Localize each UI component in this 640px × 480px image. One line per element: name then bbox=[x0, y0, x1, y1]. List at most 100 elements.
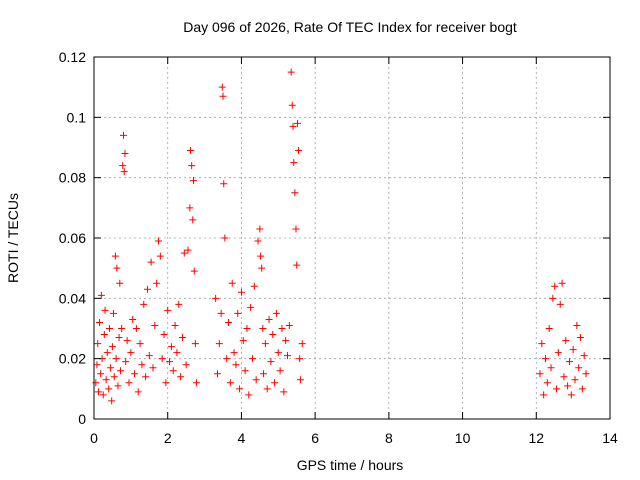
data-point bbox=[562, 337, 570, 345]
data-point bbox=[569, 346, 577, 354]
data-point bbox=[580, 352, 588, 360]
data-point bbox=[97, 370, 105, 378]
data-point bbox=[162, 379, 170, 387]
data-point bbox=[542, 355, 549, 363]
data-point bbox=[118, 325, 126, 332]
data-point bbox=[290, 159, 298, 167]
data-point bbox=[169, 367, 177, 375]
data-point bbox=[188, 162, 196, 170]
data-point bbox=[217, 309, 225, 317]
data-point bbox=[267, 358, 275, 366]
data-markers bbox=[92, 68, 590, 405]
data-point bbox=[288, 101, 296, 109]
y-tick-label: 0.08 bbox=[59, 170, 86, 186]
data-point bbox=[260, 370, 268, 378]
data-point bbox=[119, 131, 127, 139]
x-axis-title: GPS time / hours bbox=[297, 457, 404, 473]
data-point bbox=[276, 367, 284, 375]
data-point bbox=[101, 306, 109, 314]
data-point bbox=[119, 162, 127, 170]
data-point bbox=[287, 68, 295, 76]
data-point bbox=[292, 225, 300, 233]
data-point bbox=[295, 147, 303, 155]
data-point bbox=[538, 340, 546, 348]
data-point bbox=[213, 370, 221, 378]
y-tick-label: 0.12 bbox=[59, 49, 86, 65]
data-point bbox=[263, 385, 271, 393]
data-point bbox=[272, 309, 280, 317]
x-tick-label: 8 bbox=[385, 430, 393, 446]
data-point bbox=[155, 237, 162, 245]
data-point bbox=[259, 325, 267, 332]
data-point bbox=[248, 355, 256, 363]
data-point bbox=[113, 264, 121, 272]
data-point bbox=[549, 294, 557, 302]
data-point bbox=[164, 306, 172, 314]
data-point bbox=[171, 321, 179, 329]
data-point bbox=[94, 340, 102, 348]
data-point bbox=[103, 349, 111, 357]
data-point bbox=[114, 382, 122, 390]
data-point bbox=[97, 291, 105, 299]
data-point bbox=[132, 325, 140, 332]
data-point bbox=[257, 252, 265, 260]
y-tick-label: 0.06 bbox=[59, 230, 86, 246]
data-point bbox=[191, 340, 199, 348]
data-point bbox=[96, 318, 104, 326]
data-point bbox=[122, 358, 130, 366]
data-point bbox=[237, 288, 245, 296]
data-point bbox=[173, 349, 181, 357]
data-point bbox=[112, 355, 120, 363]
data-point bbox=[250, 282, 258, 290]
data-point bbox=[156, 252, 164, 260]
data-point bbox=[175, 300, 183, 308]
data-point bbox=[110, 373, 118, 381]
data-point bbox=[225, 318, 233, 326]
data-point bbox=[105, 385, 113, 393]
data-point bbox=[186, 204, 194, 212]
data-point bbox=[149, 364, 157, 372]
y-tick-label: 0 bbox=[78, 411, 86, 427]
data-point bbox=[121, 150, 129, 158]
data-point bbox=[111, 252, 119, 260]
data-point bbox=[245, 391, 253, 399]
data-point bbox=[187, 147, 195, 155]
data-point bbox=[284, 352, 291, 360]
data-point bbox=[265, 315, 273, 323]
data-point bbox=[571, 376, 579, 384]
y-axis-title: ROTI / TECUs bbox=[5, 193, 21, 283]
data-point bbox=[289, 122, 297, 130]
data-point bbox=[293, 261, 301, 269]
data-point bbox=[553, 385, 561, 393]
data-point bbox=[577, 334, 585, 342]
data-point bbox=[278, 325, 286, 332]
data-point bbox=[120, 168, 128, 176]
grid bbox=[94, 57, 610, 419]
data-point bbox=[536, 370, 544, 378]
data-point bbox=[575, 364, 583, 372]
data-point bbox=[117, 367, 125, 375]
data-point bbox=[282, 337, 290, 345]
data-point bbox=[145, 352, 153, 360]
data-point bbox=[254, 237, 262, 245]
x-tick-label: 12 bbox=[528, 430, 544, 446]
data-point bbox=[93, 361, 101, 369]
data-point bbox=[280, 388, 288, 396]
data-point bbox=[232, 361, 240, 369]
x-tick-label: 2 bbox=[164, 430, 172, 446]
data-point bbox=[274, 349, 282, 357]
axis-ticks bbox=[93, 56, 611, 420]
data-point bbox=[543, 379, 551, 387]
data-point bbox=[134, 388, 142, 396]
data-point bbox=[180, 249, 188, 257]
data-point bbox=[223, 355, 231, 363]
data-point bbox=[166, 358, 174, 366]
data-point bbox=[285, 321, 293, 329]
data-point bbox=[212, 294, 220, 302]
data-point bbox=[219, 92, 227, 100]
data-point bbox=[252, 376, 260, 384]
data-point bbox=[578, 385, 586, 393]
data-point bbox=[153, 279, 161, 287]
data-point bbox=[228, 279, 236, 287]
